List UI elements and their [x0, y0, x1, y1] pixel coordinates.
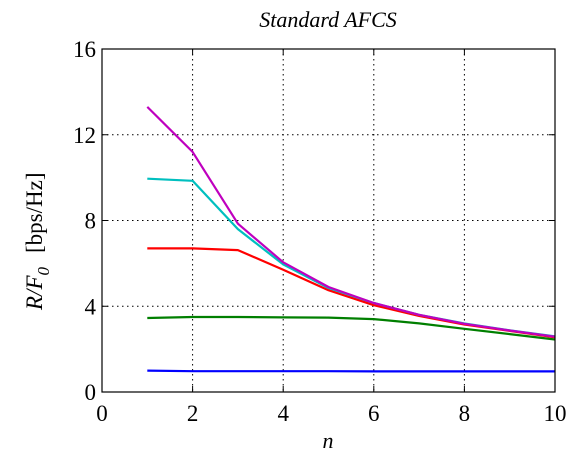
series-line-5 — [146, 106, 556, 338]
grid — [102, 49, 555, 392]
y-axis-label-main: R/F — [22, 275, 47, 311]
y-tick-label: 16 — [73, 37, 96, 62]
chart-title: Standard AFCS — [259, 7, 397, 32]
x-tick-label: 4 — [277, 401, 289, 426]
y-axis-label-unit: [bps/Hz] — [22, 173, 47, 253]
series-lines — [146, 106, 556, 373]
x-tick-label: 8 — [459, 401, 471, 426]
y-axis-label-subscript: 0 — [34, 267, 53, 276]
x-tick-label: 2 — [187, 401, 199, 426]
axis-ticks — [101, 48, 556, 393]
y-tick-label: 4 — [85, 294, 97, 319]
series-line-2 — [147, 315, 556, 341]
x-axis-label: n — [323, 428, 334, 453]
y-axis-label: R/F0 [bps/Hz] — [22, 173, 53, 311]
x-tick-label: 10 — [544, 401, 567, 426]
y-tick-label: 8 — [85, 209, 97, 234]
x-tick-label: 0 — [96, 401, 108, 426]
series-line-1 — [147, 369, 555, 373]
tick-labels: 0 2 4 6 8 10 0 4 8 12 16 — [73, 37, 567, 426]
svg-text:R/F0[bps/Hz]: R/F0 [bps/Hz] — [22, 173, 53, 311]
y-tick-label: 12 — [73, 123, 96, 148]
x-tick-label: 6 — [368, 401, 380, 426]
y-tick-label: 0 — [85, 380, 97, 405]
